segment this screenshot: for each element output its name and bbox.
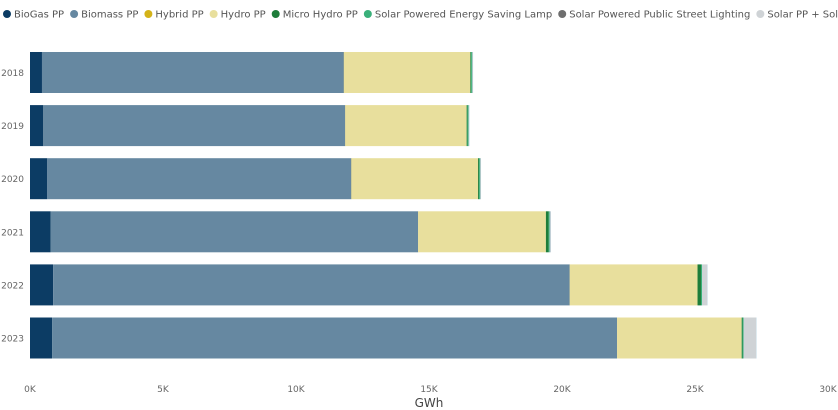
- bar-2021-hydro-pp[interactable]: [418, 211, 546, 253]
- bar-2018-hydro-pp[interactable]: [344, 52, 471, 93]
- x-tick-label: 20K: [553, 385, 571, 395]
- legend-item-hybrid-pp[interactable]: Hybrid PP: [144, 10, 204, 21]
- bar-2018-solar-pp-solar-pv[interactable]: [472, 52, 473, 93]
- x-tick-label: 30K: [819, 385, 837, 395]
- y-tick-label: 2023: [1, 335, 24, 345]
- legend-marker-solar-powered-public-street-lighting: [558, 10, 567, 18]
- bar-2023-solar-pp-solar-pv[interactable]: [743, 317, 757, 359]
- bar-2018-biogas-pp[interactable]: [30, 52, 42, 93]
- bar-2019-solar-powered-energy-saving-lamp[interactable]: [467, 105, 469, 147]
- bar-2021-biomass-pp[interactable]: [50, 211, 419, 253]
- bar-2021-biogas-pp[interactable]: [30, 211, 51, 253]
- legend-label: Solar Powered Energy Saving Lamp: [375, 10, 552, 21]
- legend-marker-biogas-pp: [3, 10, 11, 18]
- legend-item-biogas-pp[interactable]: BioGas PP: [3, 10, 64, 21]
- bar-2023-micro-hydro-pp[interactable]: [741, 317, 743, 359]
- legend-label: Hydro PP: [221, 10, 266, 21]
- bar-2020-solar-pp-solar-pv[interactable]: [480, 158, 481, 200]
- legend-item-biomass-pp[interactable]: Biomass PP: [70, 10, 138, 21]
- y-tick-label: 2020: [1, 175, 24, 185]
- x-tick-label: 25K: [686, 385, 704, 395]
- bar-2023-hydro-pp[interactable]: [617, 317, 742, 359]
- legend-marker-hybrid-pp: [144, 10, 153, 18]
- legend-item-solar-powered-energy-saving-lamp[interactable]: Solar Powered Energy Saving Lamp: [363, 10, 552, 21]
- bar-2021-micro-hydro-pp[interactable]: [545, 211, 549, 253]
- y-tick-label: 2022: [1, 281, 24, 291]
- legend-marker-solar-pp-solar-pv: [756, 10, 765, 18]
- bar-2022-biogas-pp[interactable]: [30, 264, 54, 306]
- legend-item-solar-pp-solar-pv[interactable]: Solar PP + Solar PV: [756, 10, 838, 21]
- y-tick-label: 2018: [1, 69, 24, 79]
- legend-label: Hybrid PP: [155, 10, 203, 21]
- bar-2020-micro-hydro-pp[interactable]: [478, 158, 480, 200]
- x-tick-label: 10K: [287, 385, 305, 395]
- legend-item-hydro-pp[interactable]: Hydro PP: [209, 10, 266, 21]
- bar-2022-hydro-pp[interactable]: [569, 264, 698, 306]
- legend-marker-solar-powered-energy-saving-lamp: [363, 10, 372, 18]
- bar-2023-solar-powered-energy-saving-lamp[interactable]: [742, 317, 744, 359]
- legend-marker-micro-hydro-pp: [271, 10, 280, 18]
- legend-label: Solar PP + Solar PV: [767, 10, 838, 21]
- bar-2022-biomass-pp[interactable]: [53, 264, 570, 306]
- bar-2019-micro-hydro-pp[interactable]: [466, 105, 468, 147]
- legend-item-micro-hydro-pp[interactable]: Micro Hydro PP: [271, 10, 358, 21]
- legend-label: Solar Powered Public Street Lighting: [569, 10, 750, 21]
- bar-2022-solar-pp-solar-pv[interactable]: [702, 264, 708, 306]
- bar-2018-biomass-pp[interactable]: [41, 52, 344, 93]
- bar-2020-biomass-pp[interactable]: [47, 158, 352, 200]
- y-tick-label: 2021: [1, 228, 24, 238]
- x-tick-label: 5K: [157, 385, 170, 395]
- bar-2023-biomass-pp[interactable]: [52, 317, 618, 359]
- bar-2022-solar-powered-energy-saving-lamp[interactable]: [700, 264, 703, 306]
- bar-2021-solar-powered-energy-saving-lamp[interactable]: [548, 211, 550, 253]
- x-tick-label: 15K: [420, 385, 438, 395]
- legend-label: BioGas PP: [14, 10, 64, 21]
- bar-2018-solar-powered-energy-saving-lamp[interactable]: [471, 52, 473, 93]
- legend: BioGas PP Biomass PP Hybrid PP Hydro PP Micr…: [3, 10, 838, 21]
- bar-2022-micro-hydro-pp[interactable]: [697, 264, 701, 306]
- x-tick-label: 0K: [24, 385, 37, 395]
- bar-2021-solar-pp-solar-pv[interactable]: [549, 211, 551, 253]
- bar-2018-micro-hydro-pp[interactable]: [470, 52, 472, 93]
- bar-2023-biogas-pp[interactable]: [30, 317, 53, 359]
- legend-label: Biomass PP: [81, 10, 138, 21]
- bars: [30, 52, 757, 359]
- bar-2019-biomass-pp[interactable]: [43, 105, 346, 147]
- y-tick-label: 2019: [1, 122, 24, 132]
- legend-marker-biomass-pp: [70, 10, 79, 18]
- bar-2020-biogas-pp[interactable]: [30, 158, 48, 200]
- bar-2019-hydro-pp[interactable]: [345, 105, 467, 147]
- legend-item-solar-powered-public-street-lighting[interactable]: Solar Powered Public Street Lighting: [558, 10, 750, 21]
- bar-2020-hydro-pp[interactable]: [351, 158, 479, 200]
- legend-label: Micro Hydro PP: [283, 10, 358, 21]
- bar-2019-solar-pp-solar-pv[interactable]: [468, 105, 470, 147]
- x-axis-title: GWh: [415, 396, 444, 410]
- bar-2019-biogas-pp[interactable]: [30, 105, 44, 147]
- legend-marker-hydro-pp: [209, 10, 218, 18]
- bar-2020-solar-powered-energy-saving-lamp[interactable]: [479, 158, 481, 200]
